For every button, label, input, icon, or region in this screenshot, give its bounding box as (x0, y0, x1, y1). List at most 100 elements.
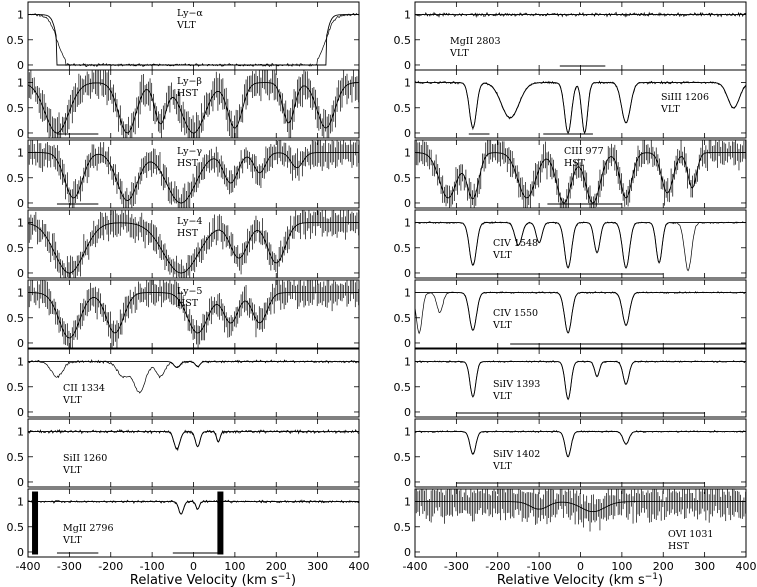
y-tick-label: 0 (17, 59, 24, 72)
model-fit (27, 82, 359, 134)
y-tick-label: 0.5 (7, 172, 25, 185)
panel-instrument-label: VLT (449, 48, 469, 59)
y-tick-label: 0 (17, 127, 24, 140)
observed-flux (28, 70, 359, 138)
y-tick-label: 0 (404, 197, 411, 210)
model-fit (415, 82, 747, 135)
y-tick-label: 0.5 (394, 102, 412, 115)
y-tick-label: 0 (17, 337, 24, 350)
panel-instrument-label: HST (177, 298, 199, 309)
y-tick-label: 0 (404, 337, 411, 350)
observed-flux (414, 80, 747, 134)
y-tick-label: 0.5 (394, 172, 412, 185)
y-tick-label: 0.5 (7, 242, 25, 255)
x-tick-label: -400 (16, 560, 41, 573)
x-tick-label: 200 (266, 560, 287, 573)
x-tick-label: -200 (98, 560, 123, 573)
model-fit (415, 152, 746, 204)
y-tick-label: 0 (404, 406, 411, 419)
y-tick-label: 1 (17, 147, 24, 160)
y-tick-label: 0.5 (394, 312, 412, 325)
model-fit (415, 501, 746, 513)
x-axis-title-right: Relative Velocity (km s−1) (497, 572, 663, 587)
y-tick-label: 0.5 (394, 242, 412, 255)
panel-ion-label: SiIII 1206 (661, 92, 709, 103)
y-tick-label: 0 (404, 59, 411, 72)
x-tick-labels: -400 -300 -200 -100 0 100 200 300 400 -400 -300 -20… (16, 560, 757, 573)
panel-instrument-label: HST (177, 88, 199, 99)
model-fit (28, 14, 359, 66)
x-tick-label: -200 (485, 560, 510, 573)
y-tick-label: 0 (404, 546, 411, 559)
observed-flux (27, 428, 360, 452)
panel-ion-label: Ly−4 (177, 216, 203, 227)
panel-instrument-label: HST (668, 541, 690, 552)
model-fit (28, 361, 359, 369)
y-tick-label: 0.5 (394, 34, 412, 47)
panel-ion-label: SiII 1260 (63, 453, 107, 464)
x-tick-label: -400 (403, 560, 428, 573)
observed-flux (28, 280, 359, 348)
panel-ion-label: OVI 1031 (668, 529, 713, 540)
x-tick-label: 300 (307, 560, 328, 573)
model-fit (415, 431, 746, 458)
observed-flux (414, 290, 746, 335)
x-axis-title-left: Relative Velocity (km s−1) (130, 572, 296, 587)
y-tick-label: 0.5 (7, 451, 25, 464)
panel-ion-label: SiIV 1393 (493, 379, 540, 390)
panel-ion-label: SiIV 1402 (493, 449, 540, 460)
y-tick-label: 0 (404, 267, 411, 280)
x-axis-unit-exponent: −1 (645, 572, 658, 582)
x-tick-label: -100 (140, 560, 165, 573)
observed-flux (414, 429, 747, 458)
y-tick-label: 0.5 (394, 521, 412, 534)
panel-frame (414, 209, 747, 279)
panel-instrument-label: HST (177, 158, 199, 169)
y-tick-label: 0.5 (394, 381, 412, 394)
x-tick-label: 100 (224, 560, 245, 573)
panel-instrument-label: VLT (492, 250, 512, 261)
panel-frame (414, 488, 747, 558)
panel-instrument-label: VLT (492, 461, 512, 472)
y-tick-label: 1 (404, 287, 411, 300)
x-tick-label: 400 (736, 560, 757, 573)
y-tick-label: 1 (17, 287, 24, 300)
panel-ion-label: Ly−α (177, 8, 203, 19)
panel-ion-label: CII 1334 (63, 383, 105, 394)
y-tick-label: 1 (17, 217, 24, 230)
x-tick-label: 0 (190, 560, 197, 573)
y-tick-label: 1 (17, 426, 24, 439)
x-tick-label: 200 (653, 560, 674, 573)
y-tick-label: 0 (17, 267, 24, 280)
model-fit (415, 292, 746, 334)
y-tick-label: 0 (17, 406, 24, 419)
panel-ion-label: MgII 2796 (63, 523, 114, 534)
panel-instrument-label: VLT (62, 395, 82, 406)
panel-instrument-label: VLT (492, 320, 512, 331)
panel-ion-label: CIV 1548 (493, 238, 538, 249)
x-tick-label: 300 (694, 560, 715, 573)
x-tick-label: -300 (57, 560, 82, 573)
observed-flux (415, 489, 746, 532)
model-fit (27, 222, 359, 274)
panel-ion-label: CIV 1550 (493, 308, 538, 319)
panel-ion-label: MgII 2803 (450, 36, 501, 47)
y-tick-label: 0.5 (7, 312, 25, 325)
model-fit (415, 361, 746, 401)
observed-flux (414, 360, 747, 400)
panel-ion-label: Ly−5 (177, 286, 203, 297)
